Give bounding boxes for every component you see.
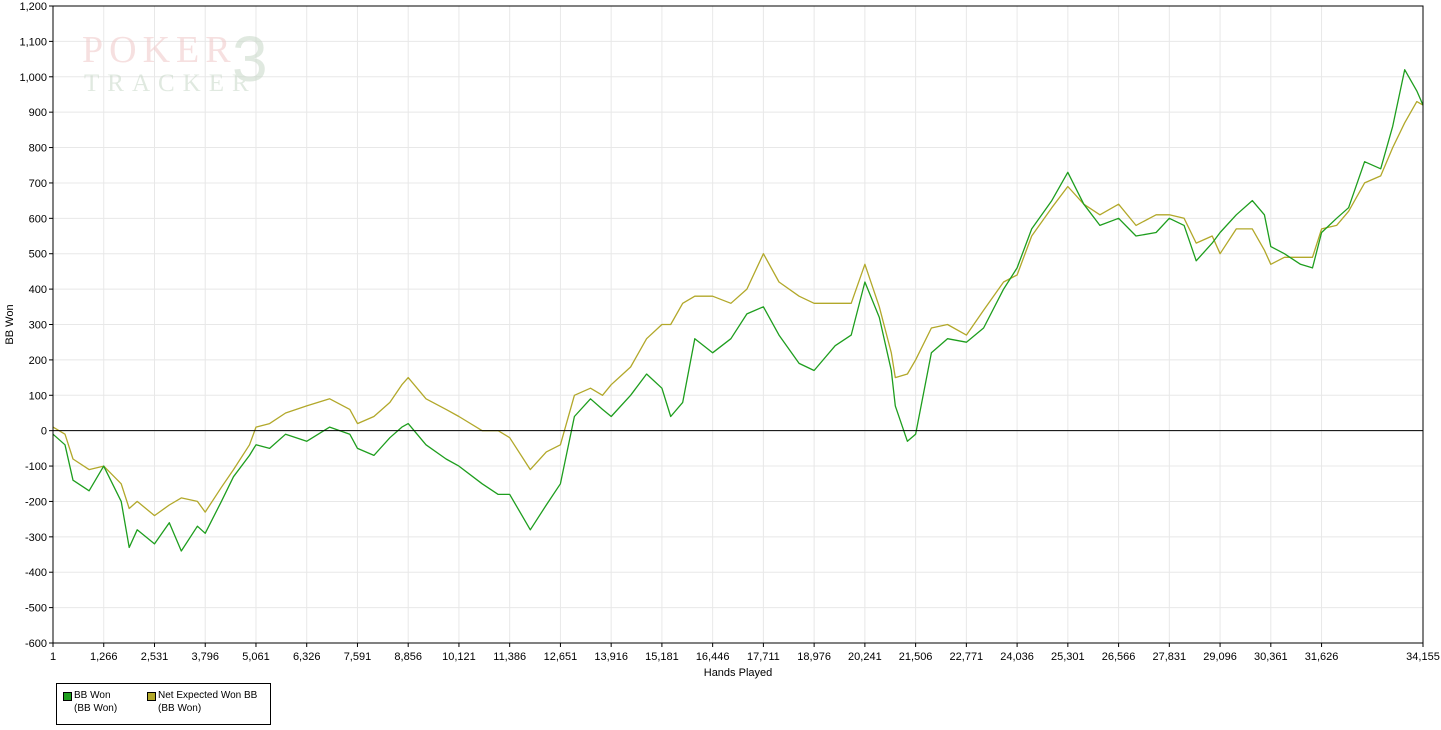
- legend-sublabel-bb-won: (BB Won): [74, 703, 118, 714]
- x-tick-label: 34,155: [1406, 651, 1440, 663]
- y-tick-label: 700: [29, 178, 47, 190]
- x-tick-label: 26,566: [1102, 651, 1136, 663]
- series-layer: [52, 69, 1424, 552]
- x-axis-title: Hands Played: [704, 667, 773, 679]
- y-tick-label: 200: [29, 355, 47, 367]
- y-tick-label: 1,000: [19, 72, 47, 84]
- x-tick-label: 25,301: [1051, 651, 1085, 663]
- x-tick-label: 7,591: [344, 651, 372, 663]
- x-tick-label: 10,121: [442, 651, 476, 663]
- x-tick-label: 30,361: [1254, 651, 1288, 663]
- x-tick-label: 18,976: [797, 651, 831, 663]
- x-axis: 1 1,266 2,531 3,796 5,061 6,326 7,591 8,856 10,1…: [50, 643, 1440, 663]
- legend-swatch-net-expected: [147, 692, 156, 701]
- y-tick-label: 800: [29, 143, 47, 155]
- x-tick-label: 27,831: [1153, 651, 1187, 663]
- y-tick-label: 400: [29, 284, 47, 296]
- x-tick-label: 3,796: [191, 651, 219, 663]
- y-tick-label: -500: [25, 603, 47, 615]
- y-tick-label: -300: [25, 532, 47, 544]
- y-axis: -600 -500 -400 -300 -200 -100 0 100 200 300 400 500…: [19, 1, 53, 650]
- pokertracker-watermark-logo: POKER TRACKER 3: [82, 23, 282, 98]
- series-line-bb-won: [52, 69, 1424, 552]
- y-tick-label: -600: [25, 638, 47, 650]
- x-tick-label: 1,266: [90, 651, 118, 663]
- x-tick-label: 22,771: [950, 651, 984, 663]
- x-tick-label: 17,711: [747, 651, 780, 663]
- x-tick-label: 16,446: [696, 651, 730, 663]
- x-tick-label: 29,096: [1203, 651, 1237, 663]
- x-tick-label: 21,506: [899, 651, 933, 663]
- legend-label-bb-won: BB Won: [74, 690, 111, 701]
- y-tick-label: 900: [29, 107, 47, 119]
- x-tick-label: 15,181: [645, 651, 679, 663]
- legend: BB Won (BB Won) Net Expected Won BB (BB …: [56, 683, 271, 725]
- y-tick-label: 300: [29, 320, 47, 332]
- y-tick-label: -100: [25, 461, 47, 473]
- legend-sublabel-net-expected: (BB Won): [158, 703, 202, 714]
- grid: [52, 5, 1424, 644]
- legend-label-net-expected: Net Expected Won BB: [158, 690, 258, 701]
- legend-swatch-bb-won: [63, 692, 72, 701]
- x-tick-label: 13,916: [594, 651, 628, 663]
- x-tick-label: 11,386: [493, 651, 526, 663]
- y-tick-label: 600: [29, 213, 47, 225]
- y-tick-label: 100: [29, 390, 47, 402]
- x-tick-label: 20,241: [848, 651, 882, 663]
- x-tick-label: 8,856: [394, 651, 422, 663]
- y-tick-label: 1,100: [19, 36, 47, 48]
- series-line-net-expected-won-bb: [52, 100, 1424, 517]
- y-tick-label: -400: [25, 567, 47, 579]
- y-tick-label: 500: [29, 249, 47, 261]
- x-tick-label: 1: [50, 651, 56, 663]
- x-tick-label: 5,061: [242, 651, 270, 663]
- x-tick-label: 12,651: [544, 651, 578, 663]
- x-tick-label: 31,626: [1305, 651, 1339, 663]
- x-tick-label: 2,531: [141, 651, 169, 663]
- y-tick-label: 1,200: [19, 1, 47, 13]
- y-tick-label: 0: [41, 426, 47, 438]
- x-tick-label: 24,036: [1000, 651, 1034, 663]
- y-tick-label: -200: [25, 496, 47, 508]
- x-tick-label: 6,326: [293, 651, 321, 663]
- watermark-number: 3: [232, 23, 268, 95]
- y-axis-title: BB Won: [4, 304, 16, 344]
- watermark-line2: TRACKER: [84, 70, 257, 97]
- watermark-line1: POKER: [82, 29, 237, 71]
